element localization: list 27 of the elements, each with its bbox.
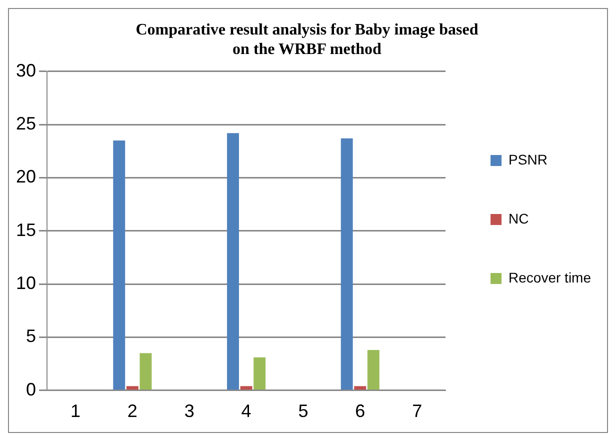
x-tick-label: 2 (127, 401, 138, 422)
bar (254, 357, 266, 390)
bar (126, 386, 138, 390)
bar (140, 353, 152, 390)
y-tick-label: 15 (16, 220, 36, 240)
legend-label: Recover time (508, 269, 592, 286)
y-tick-label: 20 (16, 166, 36, 187)
bar (113, 140, 126, 390)
x-tick-label: 4 (241, 401, 252, 422)
y-tick-label: 25 (16, 114, 36, 134)
y-tick-label: 0 (26, 379, 36, 400)
bar (354, 386, 366, 390)
chart-title: Comparative result analysis for Baby image based on the WRBF method (136, 22, 478, 58)
legend-label: PSNR (508, 151, 548, 168)
y-tick-label: 30 (16, 60, 36, 80)
x-tick-label: 3 (184, 401, 194, 422)
bar (367, 350, 380, 390)
bar (340, 138, 353, 390)
x-tick-label: 6 (355, 401, 366, 422)
x-tick-label: 5 (298, 401, 308, 422)
y-tick-label: 10 (16, 273, 36, 294)
y-tick-label: 5 (26, 326, 36, 346)
bar (227, 133, 239, 390)
legend-label: NC (508, 210, 529, 226)
x-tick-label: 1 (70, 401, 80, 422)
x-tick-label: 7 (412, 401, 422, 422)
bar (240, 386, 252, 390)
